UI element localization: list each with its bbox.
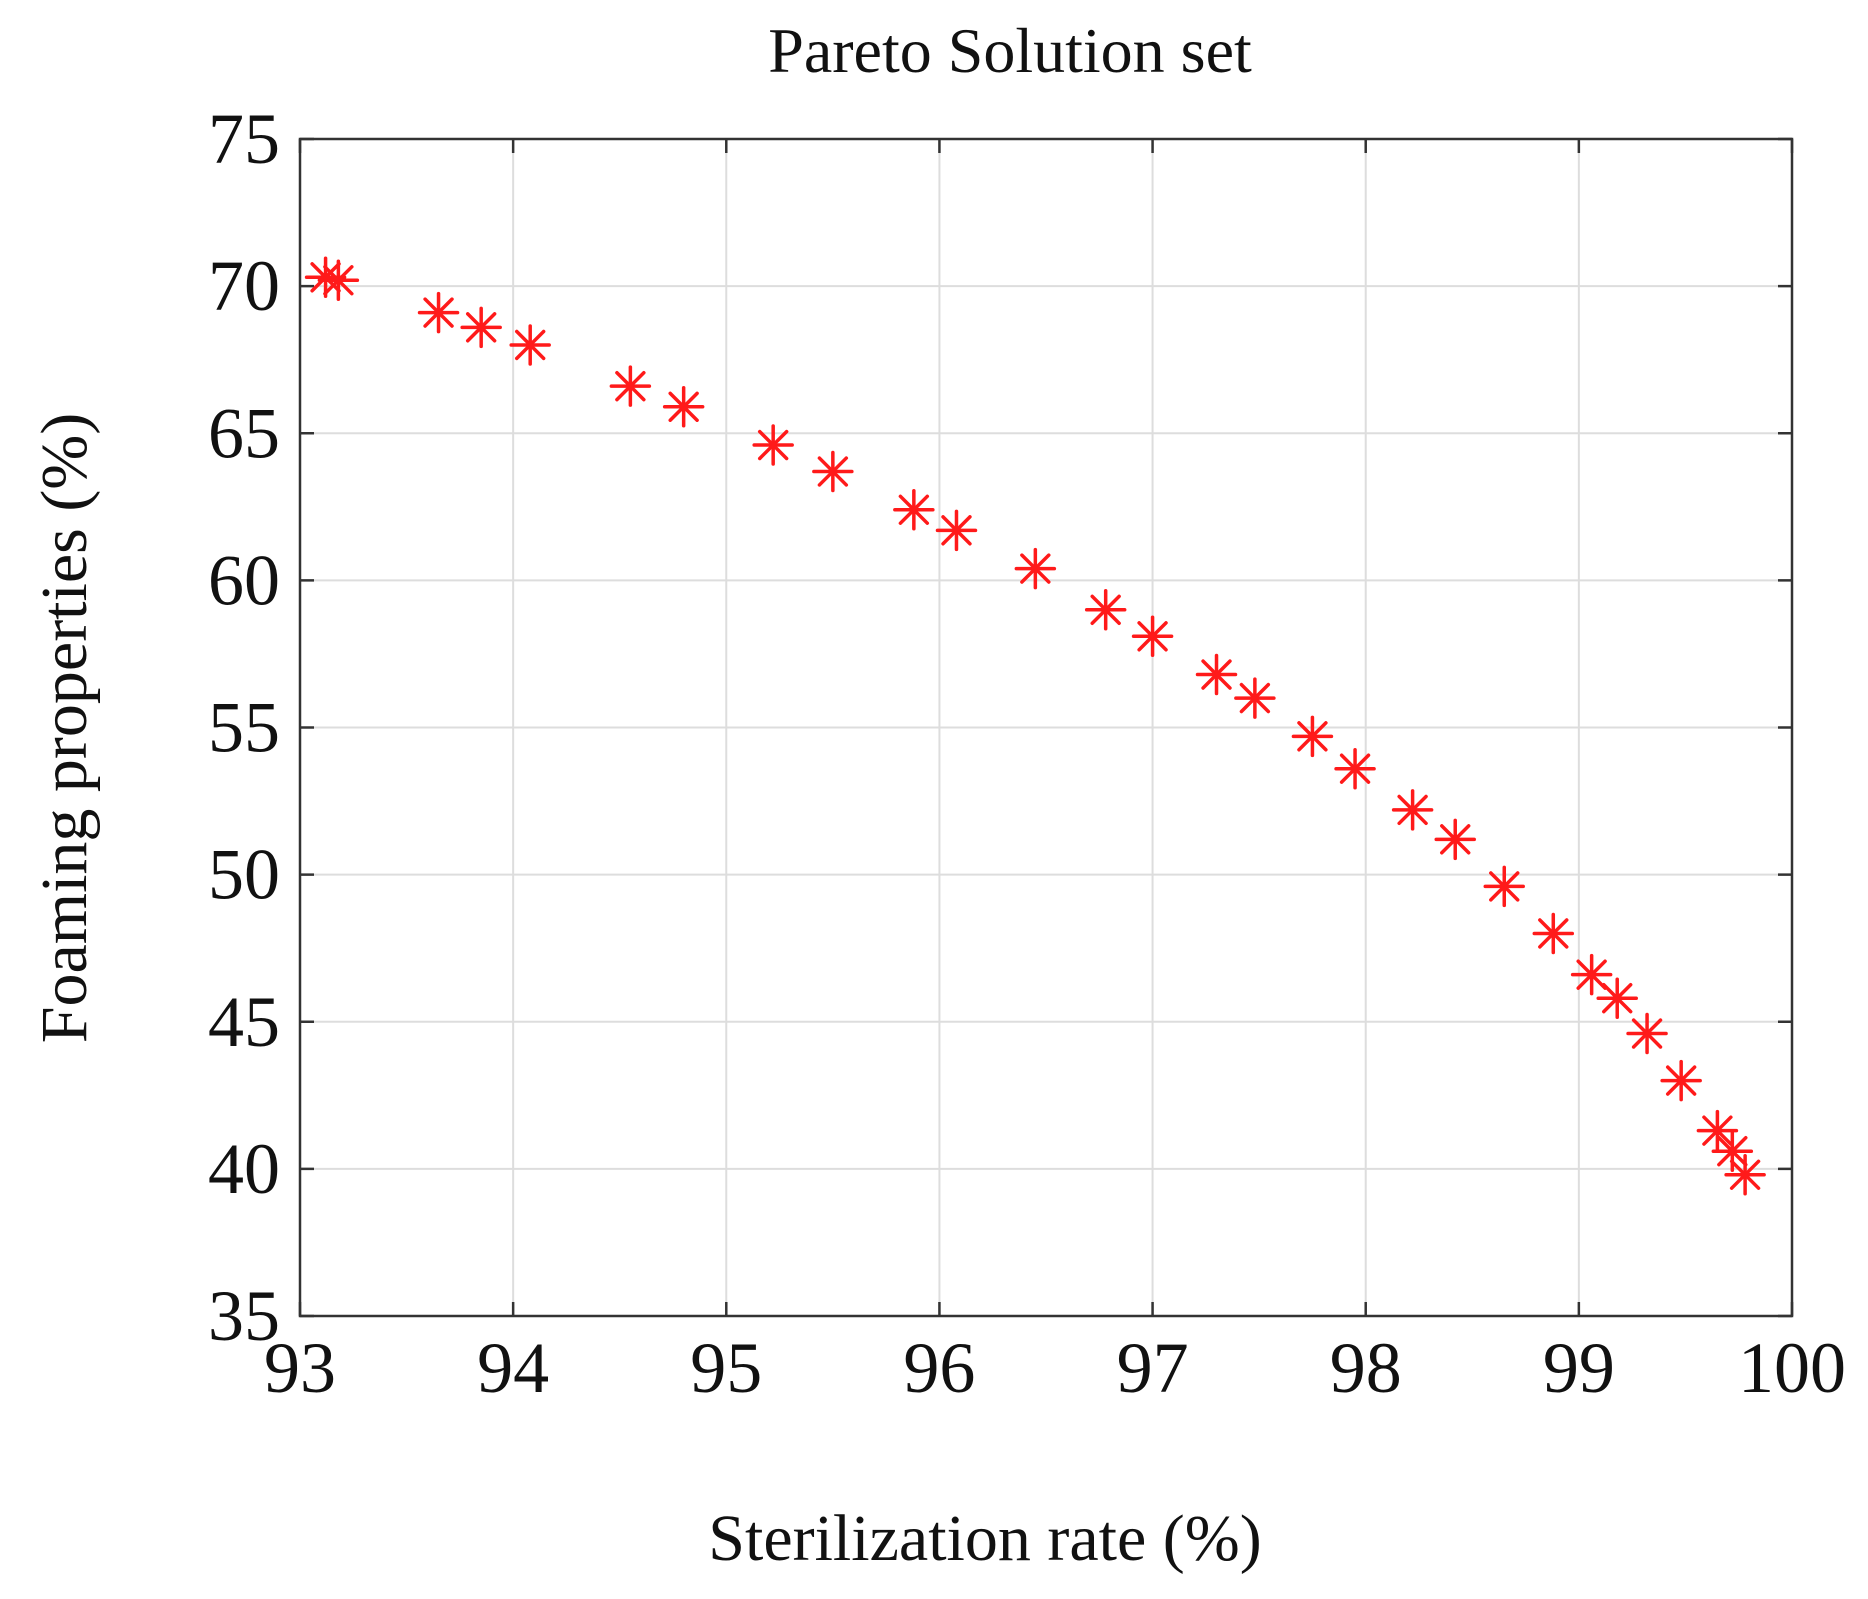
- data-point: [1131, 615, 1174, 658]
- data-point: [509, 324, 551, 366]
- data-point: [1334, 747, 1376, 790]
- y-axis-label: Foaming properties (%): [28, 413, 101, 1044]
- data-point: [460, 306, 502, 349]
- data-point: [812, 450, 854, 493]
- data-point: [1626, 1012, 1668, 1055]
- data-point: [1660, 1059, 1702, 1102]
- x-tick-label: 94: [477, 1328, 549, 1408]
- x-tick-label: 100: [1738, 1328, 1846, 1408]
- axis-ticks: 93 94 95 96 97 98 99 100 35 40 45 50 55 60 65 70 75: [208, 99, 1846, 1408]
- data-point: [1014, 547, 1057, 590]
- x-tick-label: 97: [1117, 1328, 1189, 1408]
- chart-title: Pareto Solution set: [768, 15, 1252, 86]
- x-tick-label: 98: [1330, 1328, 1402, 1408]
- y-tick-label: 50: [208, 835, 280, 915]
- x-axis-label: Sterilization rate (%): [708, 1502, 1261, 1575]
- y-tick-label: 35: [208, 1276, 280, 1356]
- data-point: [1483, 865, 1526, 908]
- y-tick-label: 75: [208, 99, 280, 179]
- data-point: [893, 489, 935, 531]
- data-point: [1596, 977, 1638, 1019]
- data-point: [1434, 818, 1476, 861]
- data-point: [662, 386, 705, 428]
- x-tick-label: 95: [690, 1328, 762, 1408]
- x-tick-label: 99: [1543, 1328, 1615, 1408]
- data-point: [1084, 589, 1127, 631]
- data-point: [1570, 953, 1613, 996]
- data-point: [1724, 1154, 1766, 1196]
- y-tick-label: 45: [208, 982, 280, 1062]
- data-point: [1234, 677, 1276, 719]
- data-point: [1532, 912, 1575, 955]
- x-tick-label: 93: [264, 1328, 336, 1408]
- data-point: [317, 259, 360, 301]
- data-points: [304, 256, 1766, 1196]
- data-point: [1195, 653, 1238, 696]
- y-tick-label: 65: [208, 393, 280, 473]
- data-point: [1696, 1109, 1739, 1152]
- y-tick-label: 60: [208, 540, 280, 620]
- y-tick-label: 40: [208, 1129, 280, 1209]
- x-tick-label: 96: [903, 1328, 975, 1408]
- data-point: [609, 365, 652, 407]
- data-point: [417, 291, 460, 334]
- data-point: [1391, 789, 1434, 831]
- data-point: [935, 509, 978, 552]
- y-tick-label: 55: [208, 688, 280, 768]
- data-point: [752, 424, 794, 466]
- y-tick-label: 70: [208, 246, 280, 326]
- data-point: [1291, 715, 1334, 758]
